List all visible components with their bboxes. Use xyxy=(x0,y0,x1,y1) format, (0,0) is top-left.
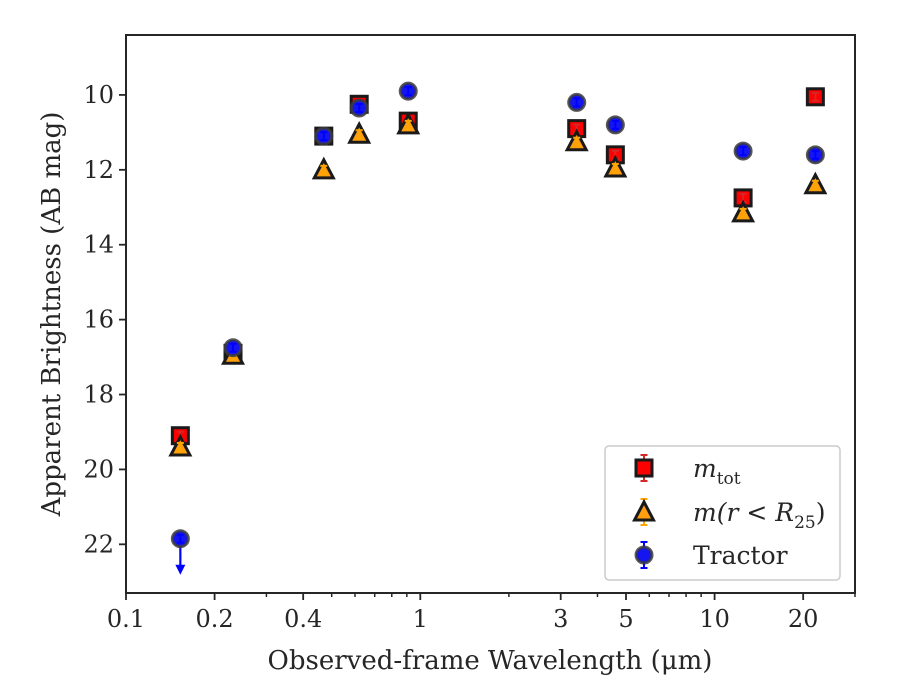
legend-marker-mtot xyxy=(634,458,654,478)
series-tractor xyxy=(170,81,825,575)
data-marks xyxy=(168,81,828,575)
y-tick-label: 12 xyxy=(83,156,114,184)
y-axis-label: Apparent Brightness (AB mag) xyxy=(37,112,67,518)
upper-limit-arrow-head xyxy=(175,564,186,575)
x-tick-label: 0.1 xyxy=(107,605,145,633)
y-tick-label: 18 xyxy=(83,381,114,409)
x-axis-label: Observed-frame Wavelength (μm) xyxy=(268,646,713,676)
axis-ticks: 0.1 0.2 0.4 1 3 5 10 20 10 12 14 16 18 20 22 xyxy=(83,81,856,633)
legend: mtot m(r < R25) Tractor xyxy=(604,445,841,581)
legend-label-mtot: mtot xyxy=(693,454,741,489)
y-tick-label: 10 xyxy=(83,81,114,109)
legend-entry-mr25: m(r < R25) xyxy=(632,498,825,533)
legend-marker-tractor xyxy=(634,545,654,565)
legend-label-mr25: m(r < R25) xyxy=(693,498,825,533)
x-tick-label: 5 xyxy=(618,605,633,633)
y-tick-label: 16 xyxy=(83,306,114,334)
legend-entry-mtot: mtot xyxy=(634,454,741,489)
x-tick-label: 20 xyxy=(788,605,819,633)
x-tick-label: 3 xyxy=(553,605,568,633)
x-tick-label: 0.2 xyxy=(196,605,234,633)
y-tick-label: 14 xyxy=(83,231,114,259)
legend-marker-mr25 xyxy=(632,498,656,522)
x-tick-label: 1 xyxy=(413,605,428,633)
y-tick-label: 20 xyxy=(83,455,114,483)
x-tick-label: 0.4 xyxy=(284,605,322,633)
x-tick-label: 10 xyxy=(699,605,730,633)
plot-frame xyxy=(125,34,856,594)
legend-label-tractor: Tractor xyxy=(693,541,788,570)
legend-frame xyxy=(604,445,841,581)
y-tick-label: 22 xyxy=(83,530,114,558)
legend-entry-tractor: Tractor xyxy=(634,541,788,570)
